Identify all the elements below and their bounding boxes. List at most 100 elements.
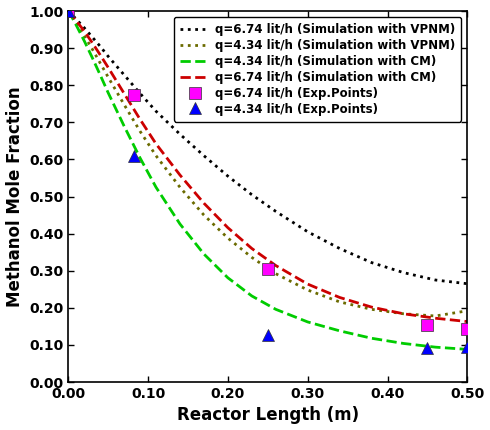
q=4.34 lit/h (Simulation with CM) [105, 90, 111, 95]
q=4.34 lit/h (Simulation with CM) [400, 341, 406, 346]
q=4.34 lit/h (Exp.Points) [131, 153, 137, 158]
q=4.34 lit/h (Simulation with CM) [153, 185, 159, 190]
q=6.74 lit/h (Simulation with VPNM) [465, 281, 470, 286]
q=6.74 lit/h (Exp.Points) [465, 326, 470, 332]
q=6.74 lit/h (Simulation with VPNM) [121, 72, 127, 77]
q=4.34 lit/h (Exp.Points) [424, 345, 430, 350]
q=4.34 lit/h (Simulation with CM) [89, 55, 95, 60]
q=6.74 lit/h (Simulation with VPNM) [225, 174, 231, 179]
q=6.74 lit/h (Simulation with CM) [137, 117, 143, 122]
q=4.34 lit/h (Simulation with CM) [433, 344, 439, 350]
q=6.74 lit/h (Exp.Points) [65, 9, 71, 14]
Line: q=4.34 lit/h (Exp.Points): q=4.34 lit/h (Exp.Points) [63, 6, 473, 353]
q=6.74 lit/h (Simulation with CM) [368, 304, 374, 310]
q=6.74 lit/h (Simulation with VPNM) [249, 192, 255, 197]
q=4.34 lit/h (Simulation with CM) [65, 9, 71, 14]
q=6.74 lit/h (Simulation with VPNM) [65, 9, 71, 14]
q=6.74 lit/h (Simulation with CM) [153, 141, 159, 147]
q=4.34 lit/h (Simulation with VPNM) [337, 299, 343, 304]
q=6.74 lit/h (Simulation with CM) [97, 52, 103, 58]
q=6.74 lit/h (Simulation with VPNM) [273, 209, 279, 214]
q=6.74 lit/h (Simulation with CM) [105, 65, 111, 70]
Line: q=6.74 lit/h (Exp.Points): q=6.74 lit/h (Exp.Points) [63, 6, 473, 335]
q=6.74 lit/h (Simulation with VPNM) [81, 25, 87, 31]
q=6.74 lit/h (Simulation with CM) [273, 263, 279, 268]
q=4.34 lit/h (Simulation with VPNM) [81, 33, 87, 38]
q=6.74 lit/h (Simulation with VPNM) [177, 132, 183, 137]
q=6.74 lit/h (Simulation with VPNM) [97, 44, 103, 49]
q=4.34 lit/h (Simulation with VPNM) [97, 60, 103, 65]
q=6.74 lit/h (Simulation with VPNM) [368, 260, 374, 265]
q=4.34 lit/h (Simulation with CM) [225, 275, 231, 280]
q=4.34 lit/h (Simulation with CM) [137, 155, 143, 160]
q=6.74 lit/h (Simulation with VPNM) [69, 12, 75, 17]
q=4.34 lit/h (Simulation with VPNM) [69, 14, 75, 19]
q=4.34 lit/h (Simulation with CM) [465, 347, 470, 352]
q=6.74 lit/h (Simulation with CM) [69, 13, 75, 18]
q=6.74 lit/h (Simulation with CM) [305, 282, 311, 287]
q=4.34 lit/h (Simulation with VPNM) [433, 313, 439, 319]
q=6.74 lit/h (Simulation with CM) [81, 28, 87, 34]
q=6.74 lit/h (Simulation with CM) [465, 319, 470, 324]
q=6.74 lit/h (Simulation with VPNM) [433, 277, 439, 283]
q=6.74 lit/h (Simulation with CM) [74, 18, 79, 23]
q=6.74 lit/h (Simulation with CM) [65, 9, 71, 14]
q=4.34 lit/h (Simulation with VPNM) [105, 74, 111, 80]
q=4.34 lit/h (Simulation with VPNM) [74, 20, 79, 25]
q=4.34 lit/h (Simulation with CM) [273, 307, 279, 312]
q=4.34 lit/h (Simulation with VPNM) [137, 129, 143, 134]
q=4.34 lit/h (Simulation with VPNM) [368, 307, 374, 312]
q=4.34 lit/h (Simulation with CM) [69, 15, 75, 20]
q=4.34 lit/h (Simulation with VPNM) [465, 308, 470, 313]
Y-axis label: Methanol Mole Fraction: Methanol Mole Fraction [5, 86, 24, 307]
Legend: q=6.74 lit/h (Simulation with VPNM), q=4.34 lit/h (Simulation with VPNM), q=4.34: q=6.74 lit/h (Simulation with VPNM), q=4… [174, 17, 462, 122]
q=4.34 lit/h (Exp.Points) [265, 332, 270, 337]
q=4.34 lit/h (Simulation with VPNM) [201, 212, 207, 218]
Line: q=6.74 lit/h (Simulation with CM): q=6.74 lit/h (Simulation with CM) [68, 11, 467, 322]
q=6.74 lit/h (Simulation with CM) [177, 172, 183, 178]
q=4.34 lit/h (Simulation with VPNM) [65, 9, 71, 14]
q=4.34 lit/h (Simulation with CM) [97, 72, 103, 77]
q=4.34 lit/h (Simulation with CM) [81, 38, 87, 43]
q=4.34 lit/h (Simulation with VPNM) [89, 46, 95, 52]
q=6.74 lit/h (Simulation with CM) [121, 91, 127, 96]
q=4.34 lit/h (Simulation with VPNM) [121, 102, 127, 107]
q=6.74 lit/h (Simulation with VPNM) [400, 270, 406, 275]
q=4.34 lit/h (Simulation with VPNM) [153, 153, 159, 158]
q=6.74 lit/h (Simulation with VPNM) [201, 153, 207, 158]
q=4.34 lit/h (Simulation with CM) [177, 221, 183, 227]
Line: q=6.74 lit/h (Simulation with VPNM): q=6.74 lit/h (Simulation with VPNM) [68, 11, 467, 284]
q=6.74 lit/h (Simulation with CM) [400, 311, 406, 316]
q=4.34 lit/h (Simulation with VPNM) [225, 236, 231, 241]
q=6.74 lit/h (Exp.Points) [265, 266, 270, 271]
q=6.74 lit/h (Simulation with CM) [89, 40, 95, 45]
q=6.74 lit/h (Simulation with VPNM) [89, 34, 95, 40]
q=6.74 lit/h (Simulation with VPNM) [137, 91, 143, 96]
q=6.74 lit/h (Simulation with VPNM) [337, 246, 343, 251]
q=6.74 lit/h (Simulation with CM) [201, 201, 207, 206]
q=4.34 lit/h (Simulation with CM) [201, 252, 207, 257]
q=4.34 lit/h (Simulation with VPNM) [177, 185, 183, 190]
q=4.34 lit/h (Simulation with CM) [121, 123, 127, 129]
q=4.34 lit/h (Simulation with VPNM) [305, 287, 311, 292]
q=6.74 lit/h (Exp.Points) [131, 92, 137, 97]
q=4.34 lit/h (Simulation with VPNM) [400, 311, 406, 316]
q=6.74 lit/h (Simulation with CM) [225, 225, 231, 230]
Line: q=4.34 lit/h (Simulation with VPNM): q=4.34 lit/h (Simulation with VPNM) [68, 11, 467, 316]
q=6.74 lit/h (Simulation with CM) [433, 316, 439, 321]
q=6.74 lit/h (Simulation with VPNM) [105, 54, 111, 59]
Line: q=4.34 lit/h (Simulation with CM): q=4.34 lit/h (Simulation with CM) [68, 11, 467, 350]
q=4.34 lit/h (Simulation with VPNM) [273, 271, 279, 276]
q=6.74 lit/h (Simulation with VPNM) [153, 109, 159, 114]
q=6.74 lit/h (Simulation with CM) [337, 295, 343, 300]
q=4.34 lit/h (Simulation with CM) [305, 319, 311, 325]
q=4.34 lit/h (Exp.Points) [65, 9, 71, 14]
q=4.34 lit/h (Simulation with CM) [74, 22, 79, 28]
q=6.74 lit/h (Simulation with VPNM) [74, 17, 79, 22]
q=6.74 lit/h (Simulation with VPNM) [305, 229, 311, 234]
q=4.34 lit/h (Simulation with CM) [368, 336, 374, 341]
q=4.34 lit/h (Simulation with CM) [249, 293, 255, 298]
q=6.74 lit/h (Exp.Points) [424, 322, 430, 328]
q=4.34 lit/h (Simulation with CM) [337, 328, 343, 333]
q=6.74 lit/h (Simulation with CM) [249, 246, 255, 251]
